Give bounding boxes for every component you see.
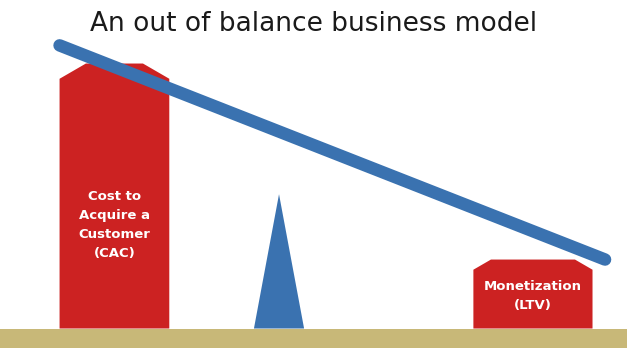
Polygon shape [254, 194, 304, 329]
Text: An out of balance business model: An out of balance business model [90, 11, 537, 37]
Polygon shape [473, 260, 593, 329]
Text: Monetization
(LTV): Monetization (LTV) [484, 280, 582, 312]
Polygon shape [0, 329, 627, 348]
Polygon shape [60, 64, 169, 329]
Text: Cost to
Acquire a
Customer
(CAC): Cost to Acquire a Customer (CAC) [79, 190, 150, 260]
